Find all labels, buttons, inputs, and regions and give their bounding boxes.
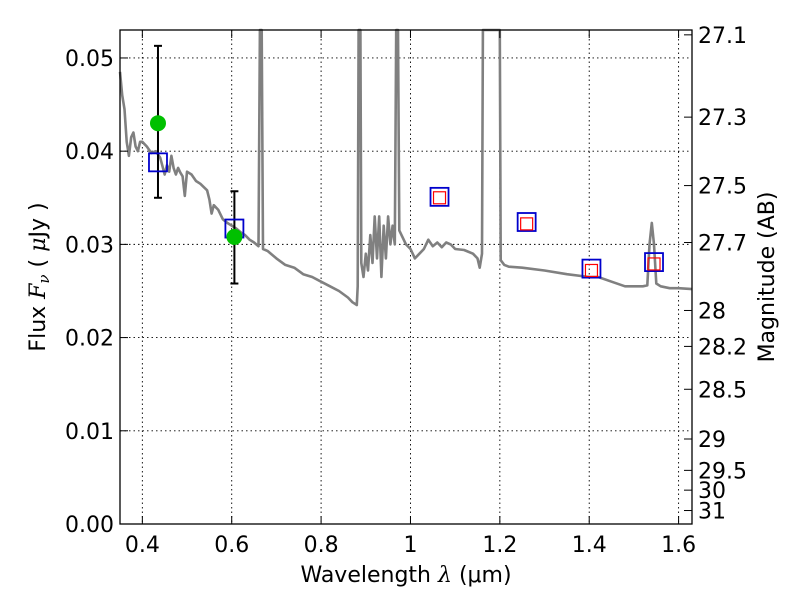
y-axis-title: Flux Fν ( μJy ) — [26, 202, 53, 351]
y-axis-title-symbol: F — [26, 283, 51, 300]
y-axis-title-subscript: ν — [35, 274, 53, 283]
x-axis-title: Wavelength λ (μm) — [300, 563, 511, 588]
x-tick-label: 1.4 — [572, 533, 607, 558]
right-tick-label: 29.5 — [698, 459, 747, 484]
plot-frame — [119, 29, 693, 525]
y-axis-title-prefix: Flux — [26, 306, 51, 352]
x-tick-label: 0.8 — [304, 533, 339, 558]
data-markers — [148, 115, 664, 279]
spectrum-line — [118, 28, 693, 307]
model-spectrum — [118, 28, 693, 307]
y-tick-label: 0.04 — [65, 140, 114, 165]
y-tick-label: 0.00 — [65, 513, 114, 538]
x-tick-label: 0.4 — [125, 533, 160, 558]
x-tick-label: 1.2 — [482, 533, 517, 558]
blue-square-marker — [516, 212, 537, 232]
y-axis-title-unit-mu: μ — [26, 238, 51, 252]
right-axis-title: Magnitude (AB) — [755, 192, 780, 363]
x-tick-label: 0.6 — [214, 533, 249, 558]
right-tick-label: 28 — [698, 299, 726, 324]
x-axis-title-symbol: λ — [437, 563, 452, 588]
right-tick-label: 28.5 — [698, 378, 747, 403]
y-axis-title-unit-rest: Jy ) — [26, 202, 51, 239]
x-tick-label: 1.6 — [661, 533, 696, 558]
y-tick-labels: 0.00 0.01 0.02 0.03 0.04 0.05 — [65, 47, 114, 538]
green-circle-marker — [226, 228, 243, 245]
y-tick-label: 0.01 — [65, 420, 114, 445]
blue-square-marker — [581, 258, 602, 279]
green-circle-marker — [149, 115, 166, 132]
blue-square-marker — [644, 252, 664, 272]
x-axis-title-prefix: Wavelength — [300, 563, 431, 588]
y-tick-label: 0.05 — [65, 47, 114, 72]
right-tick-label: 27.3 — [698, 106, 747, 131]
x-tick-label: 1 — [403, 533, 417, 558]
x-tick-labels: 0.4 0.6 0.8 1 1.2 1.4 1.6 — [125, 533, 696, 558]
right-tick-label: 27.5 — [698, 175, 747, 200]
red-square-marker — [520, 217, 534, 231]
red-square-marker — [647, 257, 661, 271]
right-tick-label: 27.1 — [698, 24, 747, 49]
blue-square-marker — [148, 152, 168, 173]
red-square-marker — [432, 191, 447, 205]
y-tick-label: 0.03 — [65, 233, 114, 258]
y-tick-label: 0.02 — [65, 327, 114, 352]
right-tick-label: 27.7 — [698, 232, 747, 257]
right-tick-label: 28.2 — [698, 335, 747, 360]
right-tick-label: 31 — [698, 500, 726, 525]
axis-ticks — [120, 30, 692, 525]
right-tick-label: 30 — [698, 479, 726, 504]
right-tick-label: 29 — [698, 428, 726, 453]
blue-square-marker — [429, 186, 450, 207]
x-axis-title-unit: (μm) — [459, 563, 512, 588]
red-square-marker — [584, 263, 599, 278]
y-axis-title-unit-open: ( — [26, 259, 51, 268]
